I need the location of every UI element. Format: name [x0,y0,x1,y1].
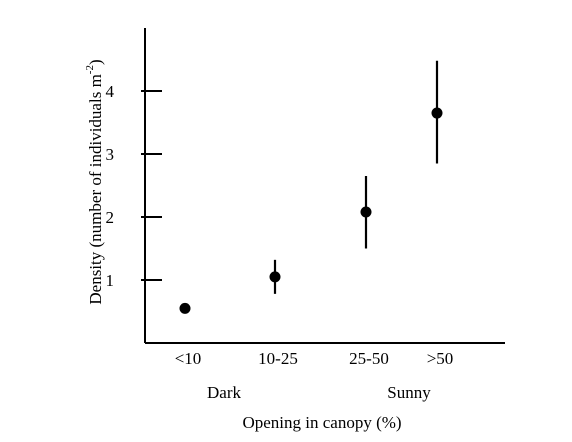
data-point-1 [179,302,191,314]
x-tick-label-4: >50 [427,349,454,368]
data-point-3 [360,206,372,218]
x-tick-label-3: 25-50 [349,349,389,368]
y-axis-title-main: Density (number of individuals m [86,74,105,304]
y-axis-title-close: ) [86,59,105,65]
group-label-dark: Dark [207,383,241,402]
data-point-4 [431,107,443,119]
y-tick-label-3: 3 [106,145,115,164]
chart-marks: 1 2 3 4 <10 10-25 25-50 >50 [106,60,454,368]
group-label-sunny: Sunny [387,383,431,402]
data-point-2 [269,271,281,283]
y-tick-label-4: 4 [106,82,115,101]
x-tick-label-1: <10 [175,349,202,368]
x-tick-label-2: 10-25 [258,349,298,368]
y-tick-label-2: 2 [106,208,115,227]
y-axis-title: Density (number of individuals m-2) [84,59,105,304]
x-axis-title: Opening in canopy (%) [242,413,401,432]
y-tick-label-1: 1 [106,271,115,290]
y-axis-title-superscript: -2 [84,65,96,74]
